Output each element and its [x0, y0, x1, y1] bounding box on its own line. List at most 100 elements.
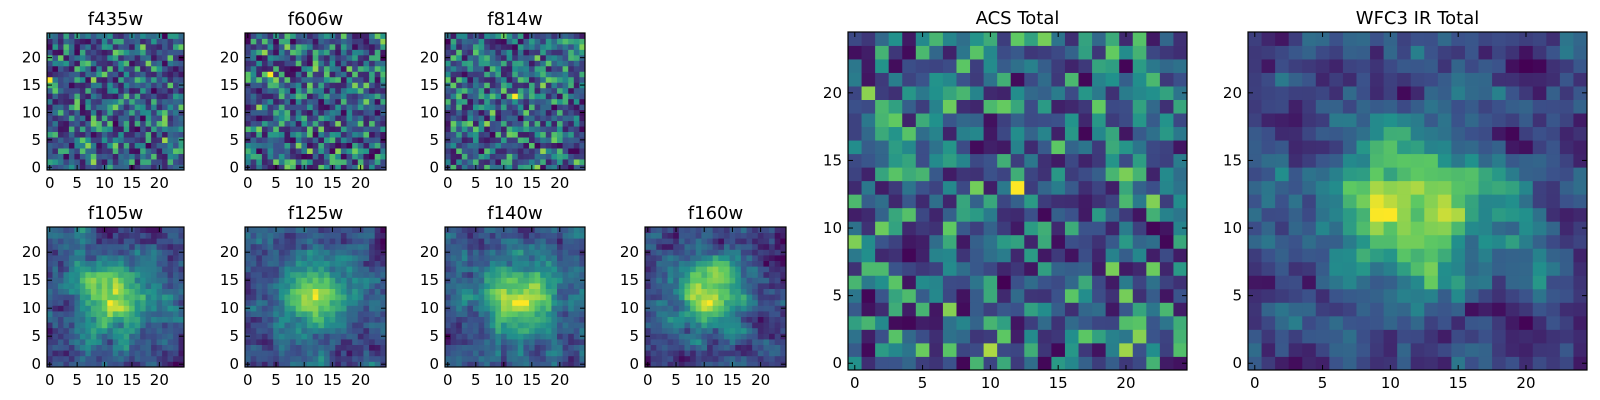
heatmap-cell — [1159, 288, 1174, 303]
heatmap-cell — [85, 249, 92, 256]
heatmap-cell — [461, 299, 468, 306]
heatmap-cell — [273, 322, 280, 329]
heatmap-cell — [145, 82, 152, 89]
heatmap-cell — [123, 322, 130, 329]
heatmap-cell — [540, 38, 547, 45]
heatmap-cell — [290, 238, 297, 245]
x-tick-label: 15 — [522, 174, 541, 192]
heatmap-cell — [506, 305, 513, 312]
heatmap-cell — [329, 109, 336, 116]
heatmap-cell — [323, 164, 330, 171]
heatmap-cell — [68, 277, 75, 284]
heatmap-cell — [312, 43, 319, 50]
heatmap-cell — [318, 43, 325, 50]
heatmap-cell — [123, 316, 130, 323]
heatmap-cell — [740, 350, 747, 357]
heatmap-cell — [256, 98, 263, 105]
heatmap-cell — [323, 316, 330, 323]
heatmap-cell — [112, 271, 119, 278]
heatmap-cell — [534, 255, 541, 261]
heatmap-cell — [540, 305, 547, 312]
heatmap-cell — [645, 322, 652, 329]
heatmap-cell — [529, 49, 535, 56]
heatmap-cell — [690, 283, 697, 289]
heatmap-cell — [329, 311, 336, 317]
heatmap-cell — [380, 238, 387, 245]
heatmap-cell — [450, 65, 457, 72]
heatmap-cell — [690, 361, 697, 368]
heatmap-cell — [178, 299, 185, 306]
heatmap-cell — [506, 361, 513, 368]
heatmap-cell — [134, 109, 141, 116]
heatmap-cell — [970, 288, 984, 303]
heatmap-cell — [363, 277, 370, 284]
heatmap-cell — [752, 333, 759, 340]
heatmap-cell — [729, 316, 736, 323]
heatmap-cell — [273, 266, 280, 273]
y-tick-label: 15 — [220, 271, 239, 289]
heatmap-cell — [357, 71, 364, 78]
heatmap-cell — [123, 98, 130, 105]
heatmap-cell — [85, 137, 92, 143]
heatmap-cell — [118, 49, 125, 56]
heatmap-cell — [256, 93, 263, 100]
heatmap-cell — [568, 164, 575, 171]
heatmap-cell — [295, 71, 302, 78]
heatmap-cell — [363, 148, 370, 154]
heatmap-cell — [529, 87, 535, 94]
heatmap-cell — [151, 277, 157, 284]
heatmap-cell — [352, 153, 359, 160]
heatmap-cell — [312, 159, 319, 165]
heatmap-cell — [484, 227, 491, 233]
heatmap-cell — [162, 350, 168, 357]
heatmap-cell — [573, 82, 580, 89]
heatmap-cell — [101, 142, 108, 149]
heatmap-cell — [512, 87, 519, 94]
heatmap-cell — [295, 339, 302, 345]
heatmap-cell — [473, 350, 479, 357]
heatmap-cell — [178, 49, 185, 56]
heatmap-cell — [301, 54, 308, 61]
heatmap-cell — [718, 344, 725, 351]
heatmap-cell — [145, 260, 152, 267]
heatmap-cell — [540, 255, 547, 261]
heatmap-cell — [473, 333, 479, 340]
heatmap-cell — [1064, 329, 1079, 344]
heatmap-cell — [707, 311, 714, 317]
heatmap-cell — [1105, 207, 1120, 222]
heatmap-cell — [167, 98, 174, 105]
heatmap-cell — [1146, 356, 1161, 371]
heatmap-cell — [273, 243, 280, 250]
heatmap-cell — [1146, 248, 1161, 263]
heatmap-cell — [523, 243, 530, 250]
heatmap-cell — [112, 109, 119, 116]
heatmap-cell — [450, 327, 457, 334]
heatmap-cell — [501, 339, 507, 345]
heatmap-cell — [74, 344, 81, 351]
heatmap-cell — [573, 137, 580, 143]
heatmap-cell — [517, 322, 524, 329]
heatmap-cell — [456, 65, 463, 72]
heatmap-cell — [118, 153, 125, 160]
heatmap-cell — [47, 299, 53, 306]
heatmap-cell — [352, 54, 359, 61]
heatmap-cell — [1024, 275, 1039, 290]
heatmap-cell — [145, 54, 152, 61]
heatmap-cell — [307, 142, 314, 149]
heatmap-cell — [557, 126, 563, 133]
heatmap-cell — [335, 120, 342, 127]
heatmap-cell — [380, 120, 387, 127]
heatmap-cell — [534, 238, 541, 245]
heatmap-cell — [261, 260, 268, 267]
heatmap-cell — [573, 104, 580, 111]
heatmap-cell — [245, 153, 252, 160]
heatmap-cell — [568, 339, 575, 345]
heatmap-cell — [929, 234, 944, 249]
heatmap-cell — [568, 38, 575, 45]
heatmap-cell — [68, 148, 75, 154]
heatmap-cell — [1132, 221, 1147, 236]
heatmap-cell — [290, 243, 297, 250]
heatmap-cell — [312, 126, 319, 133]
heatmap-cell — [112, 131, 119, 138]
heatmap-cell — [52, 109, 59, 116]
